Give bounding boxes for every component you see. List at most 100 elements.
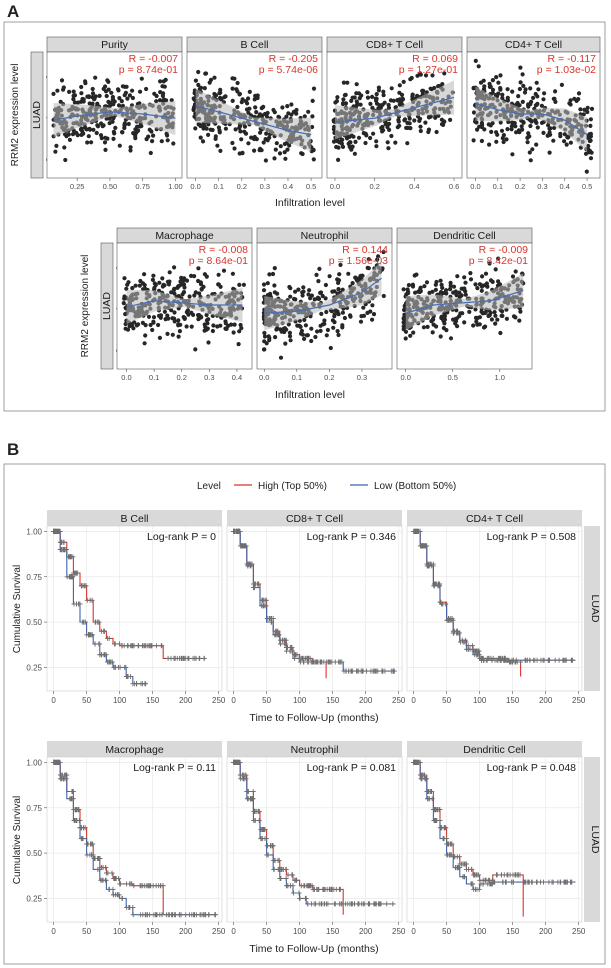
- data-point: [311, 86, 317, 91]
- data-point: [376, 85, 381, 90]
- data-point: [196, 69, 201, 75]
- data-point: [405, 141, 410, 146]
- censor-mark: [106, 886, 112, 892]
- data-point: [272, 266, 277, 271]
- panel-b-frame: [3, 463, 606, 965]
- data-point: [218, 97, 224, 102]
- censor-mark: [183, 912, 189, 918]
- data-point: [230, 98, 235, 103]
- data-point: [439, 122, 445, 127]
- censor-mark: [556, 657, 562, 663]
- data-point: [218, 87, 223, 92]
- x-tick-label: 0.2: [515, 182, 525, 191]
- data-point: [176, 318, 181, 323]
- x-tick-label: 0.5: [582, 182, 592, 191]
- censor-mark: [292, 655, 298, 661]
- facet-title: B Cell: [120, 513, 148, 525]
- censor-mark: [93, 619, 99, 625]
- x-tick-label: 200: [539, 927, 553, 936]
- censor-mark: [131, 883, 137, 889]
- censor-mark: [190, 655, 196, 661]
- censor-mark: [97, 641, 103, 647]
- data-point: [576, 97, 581, 102]
- censor-mark: [452, 865, 458, 871]
- data-point: [402, 312, 407, 317]
- data-point: [72, 93, 78, 98]
- censor-mark: [494, 872, 500, 878]
- censor-mark: [268, 619, 274, 625]
- data-point: [71, 89, 76, 94]
- x-tick-label: 0.0: [259, 373, 269, 382]
- data-point: [235, 80, 240, 86]
- data-point: [262, 334, 268, 339]
- data-point: [266, 334, 271, 339]
- censor-mark: [343, 901, 349, 907]
- data-point: [254, 110, 259, 115]
- data-point: [534, 80, 539, 85]
- data-point: [130, 88, 135, 93]
- censor-mark: [271, 857, 277, 863]
- data-point: [439, 117, 444, 122]
- data-point: [90, 91, 96, 96]
- data-point: [418, 287, 423, 292]
- data-point: [322, 318, 327, 323]
- panel-b-xlabel-top: Time to Follow-Up (months): [249, 712, 378, 724]
- data-point: [338, 262, 343, 267]
- data-point: [300, 151, 305, 157]
- x-tick-label: 150: [506, 927, 520, 936]
- data-point: [206, 317, 211, 322]
- data-point: [271, 107, 276, 113]
- data-point: [418, 71, 423, 76]
- data-point: [232, 146, 237, 151]
- censor-mark: [356, 901, 362, 907]
- data-point: [528, 86, 533, 91]
- logrank-annotation: Log-rank P = 0.508: [487, 531, 577, 543]
- censor-mark: [303, 895, 309, 901]
- data-point: [232, 322, 237, 327]
- data-point: [400, 97, 406, 102]
- data-point: [589, 106, 595, 111]
- data-point: [528, 123, 533, 129]
- data-point: [387, 127, 392, 132]
- panel-a-xlabel-bottom: Infiltration level: [275, 389, 345, 401]
- censor-mark: [492, 879, 498, 885]
- censor-mark: [278, 876, 284, 881]
- data-point: [493, 321, 498, 326]
- data-point: [473, 58, 478, 64]
- data-point: [510, 274, 516, 279]
- confidence-band: [53, 100, 176, 138]
- data-point: [479, 283, 485, 288]
- data-point: [208, 127, 213, 132]
- logrank-annotation: Log-rank P = 0.048: [487, 762, 577, 774]
- censor-mark: [145, 883, 151, 889]
- data-point: [165, 331, 170, 336]
- censor-mark: [417, 528, 423, 534]
- data-point: [528, 158, 533, 163]
- data-point: [306, 292, 311, 297]
- data-point: [429, 87, 434, 92]
- facet-strip: [227, 510, 402, 526]
- x-tick-label: 100: [293, 696, 307, 705]
- data-point: [128, 145, 133, 150]
- censor-mark: [125, 643, 131, 649]
- data-point: [169, 290, 174, 295]
- data-point: [475, 315, 480, 321]
- x-tick-label: 0.5: [448, 373, 458, 382]
- data-point: [122, 296, 127, 301]
- data-point: [534, 120, 539, 125]
- censor-mark: [297, 895, 303, 901]
- censor-mark: [457, 861, 463, 867]
- data-point: [584, 169, 589, 174]
- censor-mark: [261, 597, 267, 603]
- censor-mark: [123, 664, 129, 670]
- facet-title: Macrophage: [155, 230, 214, 242]
- data-point: [315, 329, 320, 334]
- data-point: [389, 86, 394, 91]
- data-point: [373, 96, 378, 101]
- data-point: [218, 148, 223, 153]
- censor-mark: [271, 866, 277, 872]
- data-point: [587, 138, 592, 144]
- facet-strip: [407, 741, 582, 757]
- data-point: [468, 271, 473, 276]
